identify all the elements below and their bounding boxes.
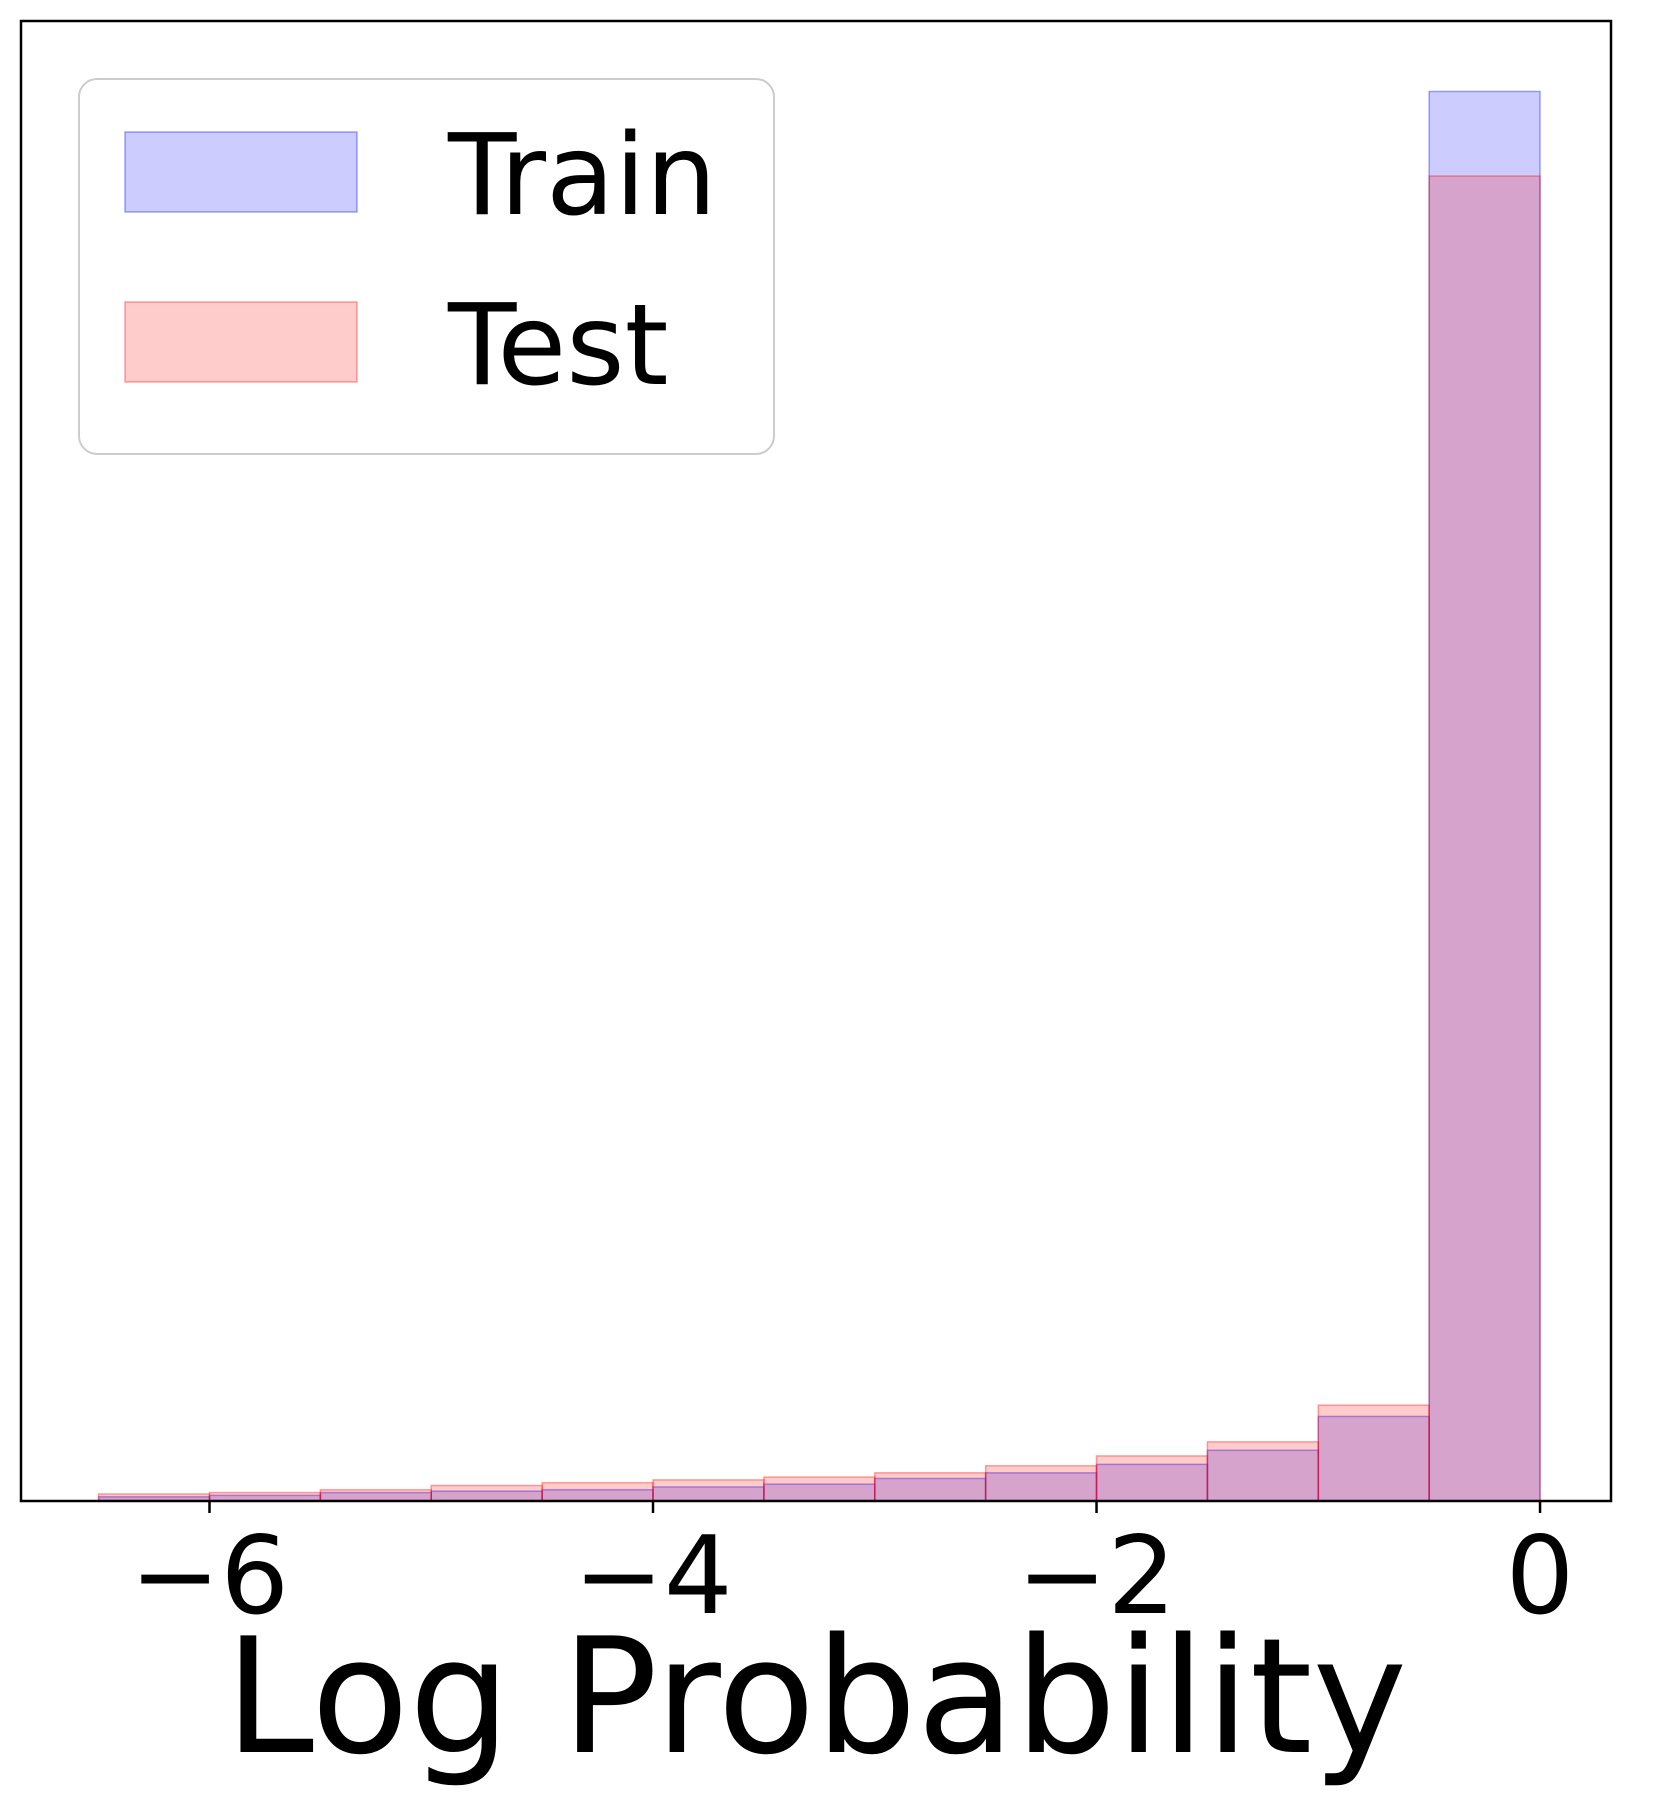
test-bar (1428, 175, 1541, 1502)
series-test-bars (97, 175, 1541, 1502)
x-tick-label: −2 (1017, 1514, 1176, 1639)
test-bar (319, 1488, 433, 1502)
x-axis-ticks: −6 −4 −2 0 (130, 1501, 1575, 1639)
test-bar (541, 1481, 654, 1502)
x-axis-title: Log Probability (225, 1603, 1407, 1790)
test-bar (208, 1491, 322, 1502)
legend-swatch-train (124, 131, 358, 213)
plot-frame (19, 19, 1613, 1503)
x-tick-label: −4 (573, 1514, 732, 1639)
legend-label-test: Test (447, 281, 669, 411)
test-bar (763, 1476, 876, 1502)
x-tick-label: −6 (130, 1514, 289, 1639)
x-tick-label: 0 (1506, 1514, 1575, 1639)
test-bar (652, 1479, 765, 1502)
test-bar (984, 1465, 1098, 1502)
legend-swatch-test (124, 301, 358, 383)
legend-entries: Train Test (124, 111, 717, 411)
test-bar (1095, 1455, 1209, 1502)
test-bar (430, 1484, 543, 1502)
test-bar (1317, 1404, 1430, 1502)
legend-label-train: Train (447, 111, 717, 241)
train-bar (1317, 1415, 1430, 1502)
train-bar (1095, 1463, 1209, 1502)
test-bar (874, 1472, 987, 1502)
legend: Train Test (78, 78, 775, 455)
legend-box (78, 78, 775, 455)
test-bar (1206, 1441, 1320, 1502)
